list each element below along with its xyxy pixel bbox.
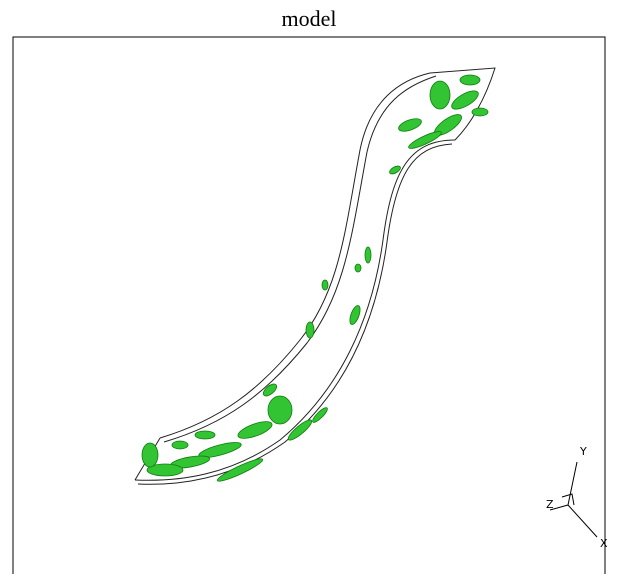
axis-label-x: X: [600, 537, 608, 550]
axis-label-z: Z: [546, 498, 554, 511]
vortex-isosurfaces: [142, 75, 488, 484]
axis-label-y: Y: [579, 445, 587, 458]
title: model: [282, 6, 337, 31]
axis-triad: Y Z X: [546, 445, 608, 550]
viewport: model: [0, 0, 618, 574]
frame: [13, 37, 605, 574]
